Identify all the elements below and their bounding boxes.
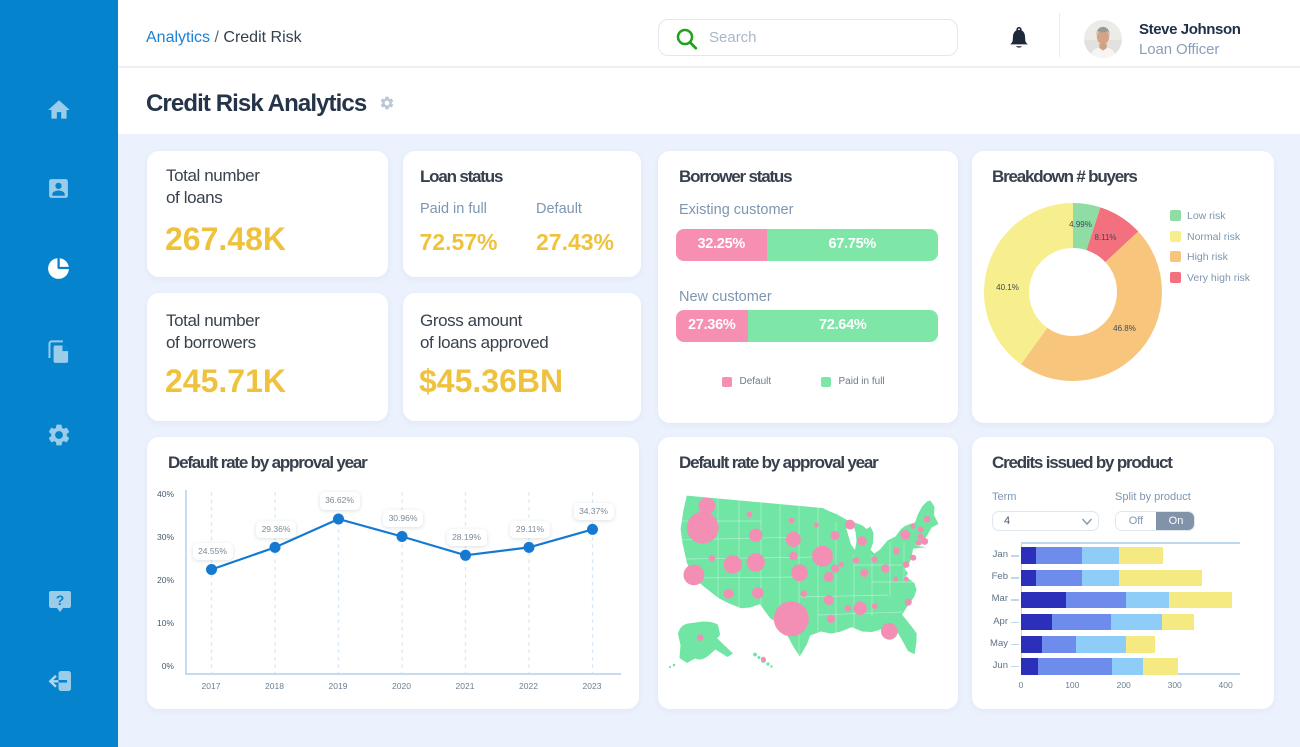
svg-text:40.1%: 40.1% — [996, 283, 1019, 292]
svg-text:4.99%: 4.99% — [1069, 220, 1092, 229]
svg-text:46.8%: 46.8% — [1113, 324, 1136, 333]
svg-text:?: ? — [56, 592, 65, 608]
svg-text:8.11%: 8.11% — [1094, 233, 1116, 242]
